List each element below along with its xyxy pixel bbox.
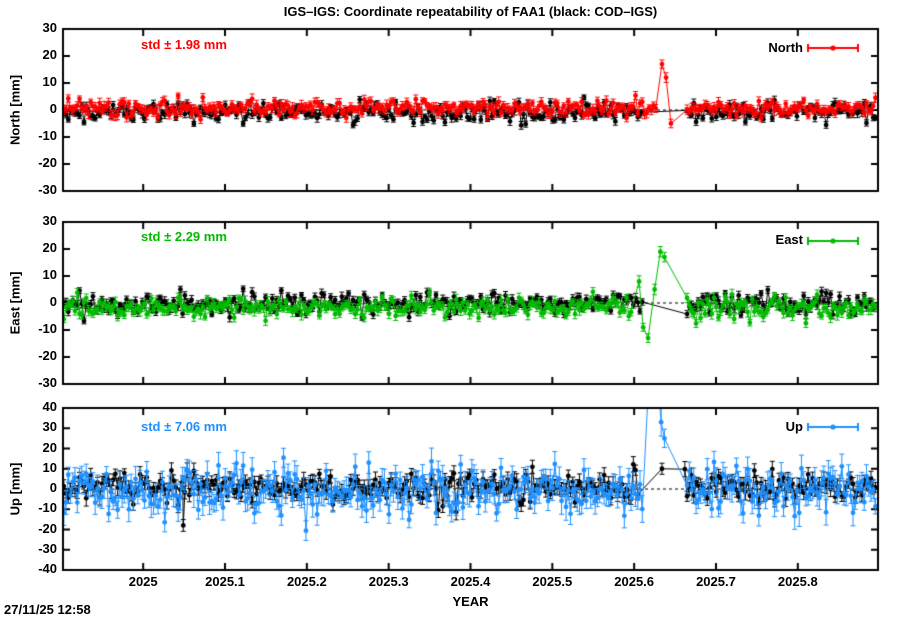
x-tick-label: 2025.8: [777, 574, 818, 589]
north-y-tick-label: -20: [38, 155, 57, 170]
east-legend-label: East: [775, 232, 803, 247]
up-legend-label: Up: [785, 419, 803, 434]
east-y-tick-label: 0: [49, 294, 57, 309]
x-tick-label: 2025.2: [286, 574, 327, 589]
plot-timestamp: 27/11/25 12:58: [4, 602, 91, 617]
x-tick-label: 2025.1: [205, 574, 245, 589]
up-y-tick-label: -10: [38, 500, 57, 516]
up-y-tick-label: 30: [42, 419, 57, 435]
north-y-tick-label: -10: [38, 128, 57, 143]
north-y-tick-label: -30: [38, 182, 57, 197]
up-y-tick-label: -40: [38, 561, 57, 576]
north-y-tick-label: 0: [49, 101, 57, 116]
x-tick-label: 2025.5: [532, 574, 573, 589]
north-legend-label: North: [768, 40, 803, 55]
up-y-tick-label: -20: [38, 520, 57, 536]
up-y-tick-label: 40: [42, 399, 57, 414]
x-tick-label: 2025.6: [614, 574, 655, 589]
x-axis-label: YEAR: [452, 594, 489, 609]
up-y-tick-label: 20: [42, 439, 57, 455]
x-tick-label: 2025.7: [696, 574, 736, 589]
north-y-tick-label: 30: [42, 20, 57, 35]
east-y-tick-label: -20: [38, 348, 57, 363]
north-y-tick-label: 10: [42, 74, 57, 89]
up-y-tick-label: -30: [38, 540, 57, 556]
north-y-tick-label: 20: [42, 47, 57, 62]
east-std-annotation: std ± 2.29 mm: [141, 229, 227, 244]
x-tick-label: 2025: [128, 574, 158, 589]
east-y-tick-label: 30: [42, 213, 57, 228]
up-std-annotation: std ± 7.06 mm: [141, 419, 227, 434]
east-y-tick-label: -10: [38, 321, 57, 336]
up-y-tick-label: 10: [42, 459, 57, 475]
x-tick-label: 2025.3: [368, 574, 409, 589]
north-std-annotation: std ± 1.98 mm: [141, 37, 227, 52]
east-y-tick-label: 10: [42, 267, 57, 282]
x-tick-label: 2025.4: [450, 574, 491, 589]
up-y-tick-label: 0: [49, 480, 57, 495]
plot-title: IGS–IGS: Coordinate repeatability of FAA…: [283, 4, 658, 19]
east-y-tick-label: -30: [38, 375, 57, 390]
east-y-tick-label: 20: [42, 240, 57, 255]
